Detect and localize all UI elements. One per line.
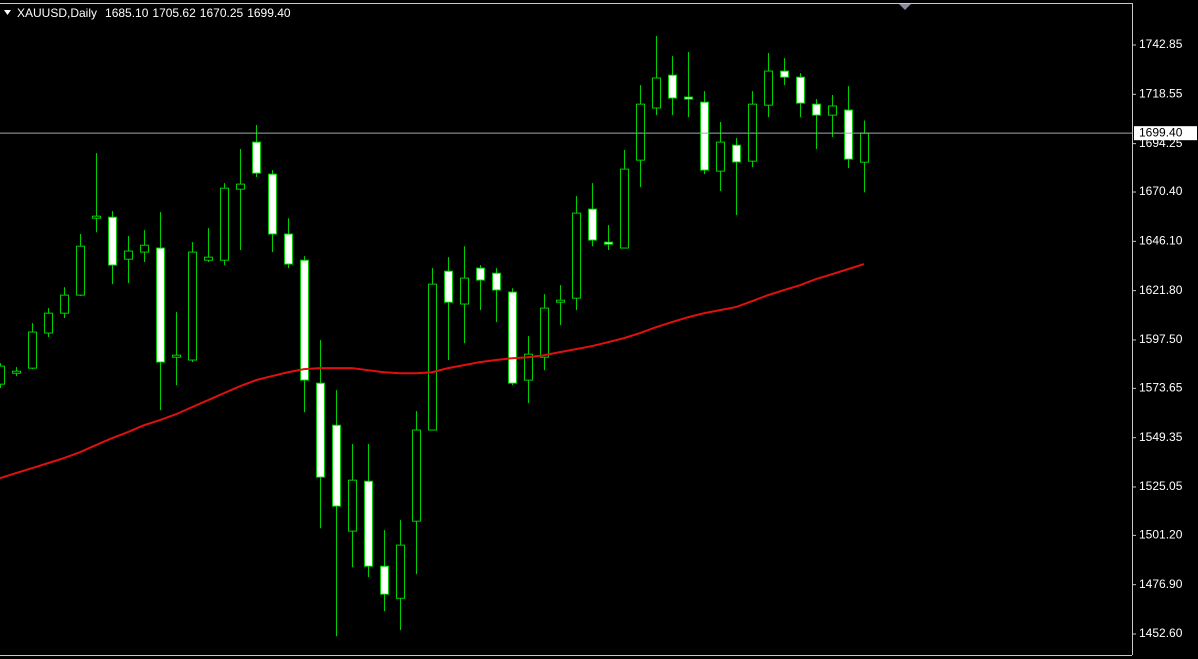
- candle-body: [380, 565, 389, 595]
- candle-body: [364, 480, 373, 567]
- y-tick-label: 1525.05: [1139, 479, 1183, 493]
- candle-body: [684, 96, 693, 100]
- y-tick-label: 1718.55: [1139, 86, 1183, 100]
- candle-body: [0, 365, 5, 385]
- candle-body: [540, 307, 549, 358]
- candle-body: [316, 382, 325, 478]
- candle-body: [204, 256, 213, 261]
- y-tick-label: 1549.35: [1139, 430, 1183, 444]
- candle-body: [476, 267, 485, 281]
- candle-body: [332, 424, 341, 507]
- header-value: 1670.25: [200, 6, 244, 20]
- candle-body: [748, 103, 757, 162]
- candle-body: [812, 103, 821, 116]
- candle-body: [124, 250, 133, 260]
- candle-body: [172, 354, 181, 358]
- y-tick-label: 1573.65: [1139, 381, 1183, 395]
- candle-body: [844, 109, 853, 160]
- y-tick-label: 1670.40: [1139, 184, 1183, 198]
- candle-body: [76, 245, 85, 296]
- candle-body: [700, 101, 709, 171]
- y-tick-label: 1646.10: [1139, 234, 1183, 248]
- candle-body: [140, 244, 149, 253]
- candle-body: [428, 283, 437, 431]
- candle-body: [348, 479, 357, 532]
- candle-body: [492, 272, 501, 291]
- candle-body: [284, 233, 293, 265]
- candle-body: [796, 76, 805, 104]
- candle-body: [12, 370, 21, 374]
- candle-body: [588, 208, 597, 241]
- candle-body: [460, 277, 469, 305]
- candle-body: [412, 429, 421, 522]
- candle-body: [300, 259, 309, 381]
- y-tick-label: 1597.50: [1139, 332, 1183, 346]
- candle-body: [556, 299, 565, 303]
- candle-body: [604, 241, 613, 245]
- candle-body: [396, 544, 405, 599]
- symbol-title: XAUUSD,Daily: [17, 6, 97, 20]
- candle-body: [220, 187, 229, 261]
- candle-body: [60, 294, 69, 314]
- candle-body: [572, 212, 581, 299]
- y-tick-label: 1452.60: [1139, 626, 1183, 640]
- candle-body: [236, 183, 245, 190]
- candle-body: [716, 141, 725, 172]
- candle-body: [524, 353, 533, 381]
- candle-body: [188, 251, 197, 361]
- candle-body: [780, 70, 789, 78]
- header-value: 1699.40: [247, 6, 291, 20]
- candle-body: [860, 132, 869, 163]
- header-value: 1705.62: [152, 6, 196, 20]
- candle-body: [732, 144, 741, 163]
- header-value: 1685.10: [105, 6, 149, 20]
- candle-body: [668, 74, 677, 99]
- menu-triangle: [4, 10, 11, 15]
- candle-body: [828, 105, 837, 116]
- y-tick-label: 1742.85: [1139, 37, 1183, 51]
- candle-body: [108, 216, 117, 266]
- candle-body: [156, 247, 165, 363]
- candle-body: [620, 168, 629, 249]
- candle-body: [636, 103, 645, 161]
- candle-body: [444, 270, 453, 303]
- candle-body: [508, 291, 517, 384]
- last-price-box: [1134, 126, 1197, 141]
- y-tick-label: 1501.20: [1139, 528, 1183, 542]
- candle-body: [92, 215, 101, 219]
- moving-average: [0, 263, 865, 480]
- shift-marker: [899, 4, 911, 10]
- candle-body: [652, 77, 661, 109]
- last-price-label: 1699.40: [1139, 125, 1183, 139]
- candle-body: [764, 70, 773, 106]
- candle-body: [268, 173, 277, 235]
- y-tick-label: 1476.90: [1139, 577, 1183, 591]
- candle-body: [252, 141, 261, 174]
- y-tick-label: 1621.80: [1139, 283, 1183, 297]
- candle-body: [28, 331, 37, 369]
- candle-body: [44, 312, 53, 334]
